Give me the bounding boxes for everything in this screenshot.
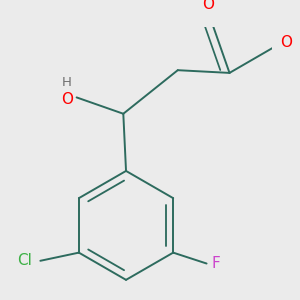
Text: F: F [212, 256, 221, 271]
Text: O: O [61, 92, 73, 107]
Text: O: O [202, 0, 214, 12]
Text: H: H [62, 76, 72, 89]
Text: O: O [280, 35, 292, 50]
Text: Cl: Cl [17, 253, 32, 268]
